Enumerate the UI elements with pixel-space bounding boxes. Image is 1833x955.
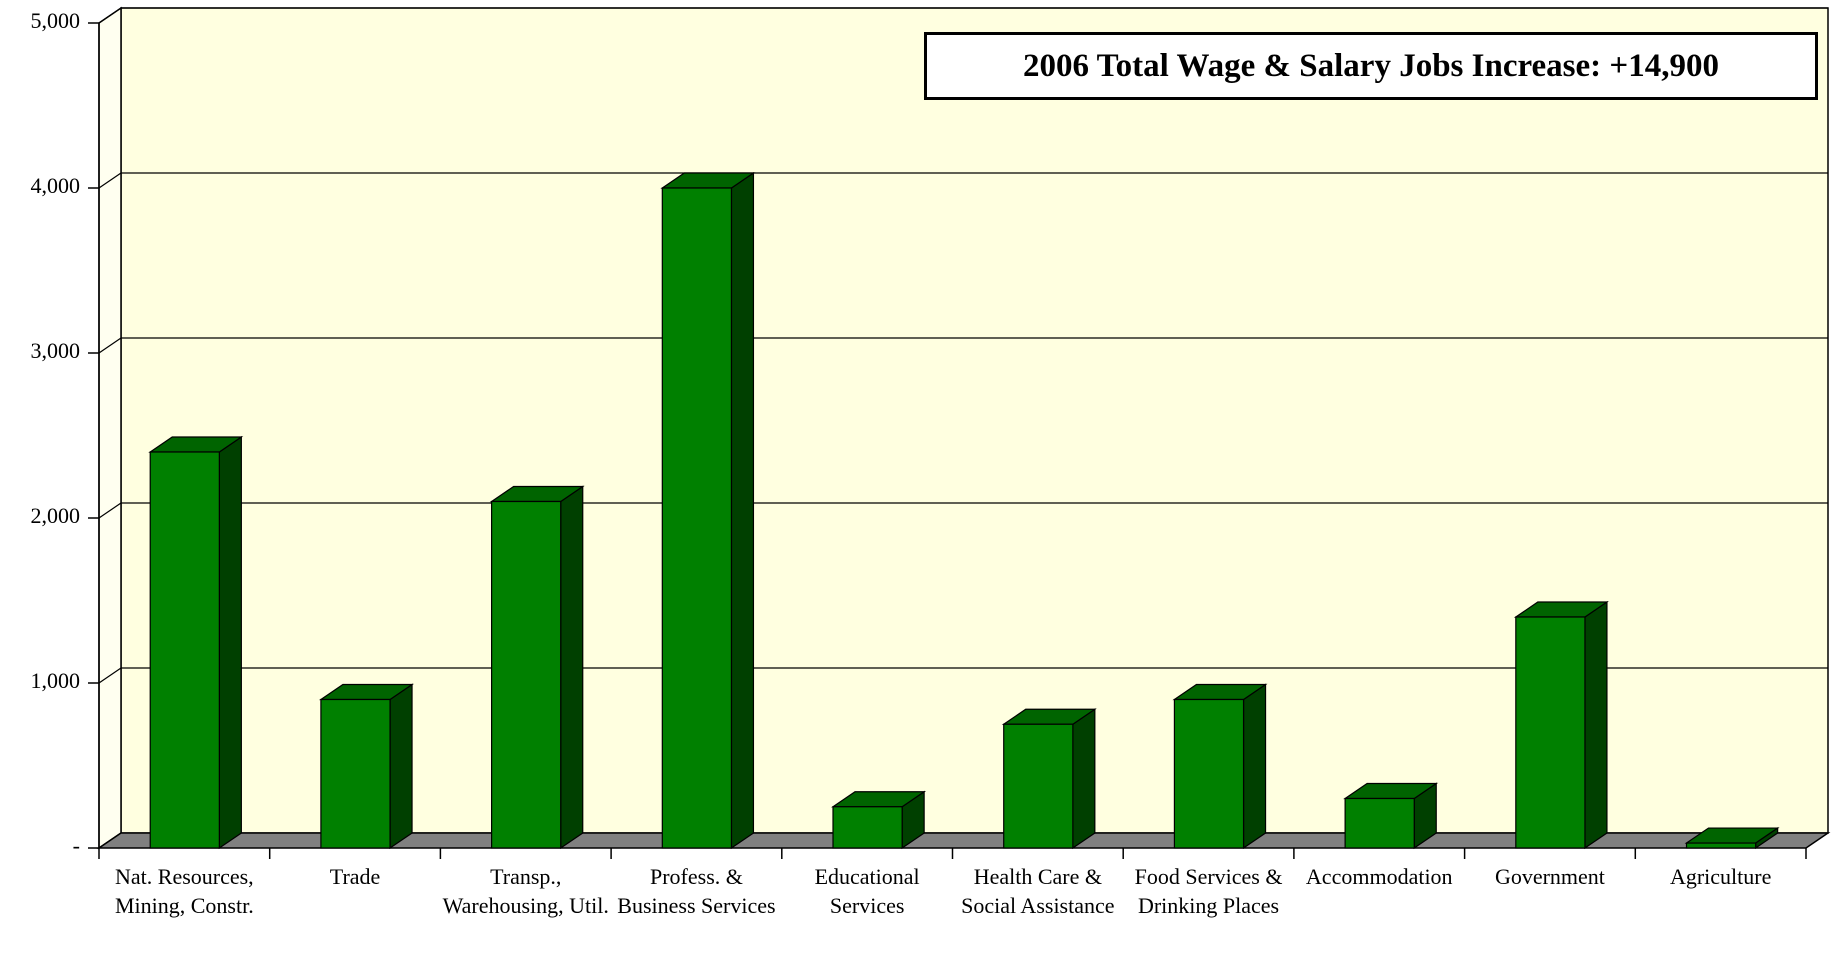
- y-tick-label: 1,000: [31, 668, 81, 693]
- bar: [661, 187, 733, 849]
- y-tick-label: -: [73, 833, 80, 858]
- annotation: 2006 Total Wage & Salary Jobs Increase: …: [1023, 47, 1719, 84]
- x-tick-label: Nat. Resources, Mining, Constr.: [114, 864, 254, 918]
- bar: [1515, 616, 1586, 849]
- bar-side: [389, 683, 413, 850]
- x-tick-label: Profess. & Business Services: [617, 864, 776, 918]
- grid-line: [98, 667, 122, 684]
- grid-line: [98, 337, 122, 354]
- bar: [491, 500, 562, 849]
- y-tick-label: 4,000: [31, 173, 81, 198]
- y-tick-label: 3,000: [31, 338, 81, 363]
- x-tick-label: Government: [1494, 864, 1605, 889]
- bar: [149, 451, 220, 849]
- x-tick-label: Agriculture: [1669, 864, 1772, 889]
- bar-side: [560, 485, 584, 850]
- grid-line: [98, 172, 122, 189]
- x-tick-label: Educational Services: [814, 864, 920, 918]
- bar: [1003, 723, 1074, 849]
- x-tick-label: Transp., Warehousing, Util.: [442, 864, 609, 918]
- y-tick-label: 5,000: [31, 8, 81, 33]
- x-tick-label: Trade: [329, 864, 381, 889]
- bar: [832, 806, 903, 849]
- x-tick-label: Food Services & Drinking Places: [1134, 864, 1283, 918]
- x-tick-label: Health Care & Social Assistance: [961, 864, 1115, 918]
- side-wall: [98, 6, 122, 850]
- bar: [1344, 797, 1415, 849]
- grid-line: [98, 7, 122, 24]
- bar: [1685, 842, 1757, 849]
- bar-side: [1072, 708, 1096, 850]
- bar: [320, 698, 391, 849]
- bar: [1173, 698, 1245, 849]
- x-tick-label: Accommodation: [1305, 864, 1453, 889]
- y-tick-label: 2,000: [31, 503, 81, 528]
- grid-line: [98, 502, 122, 519]
- bar-side: [218, 435, 242, 850]
- bar-side: [730, 171, 755, 850]
- bar-side: [1584, 600, 1608, 850]
- bar-side: [1242, 683, 1267, 850]
- annotation-box: 2006 Total Wage & Salary Jobs Increase: …: [924, 32, 1818, 100]
